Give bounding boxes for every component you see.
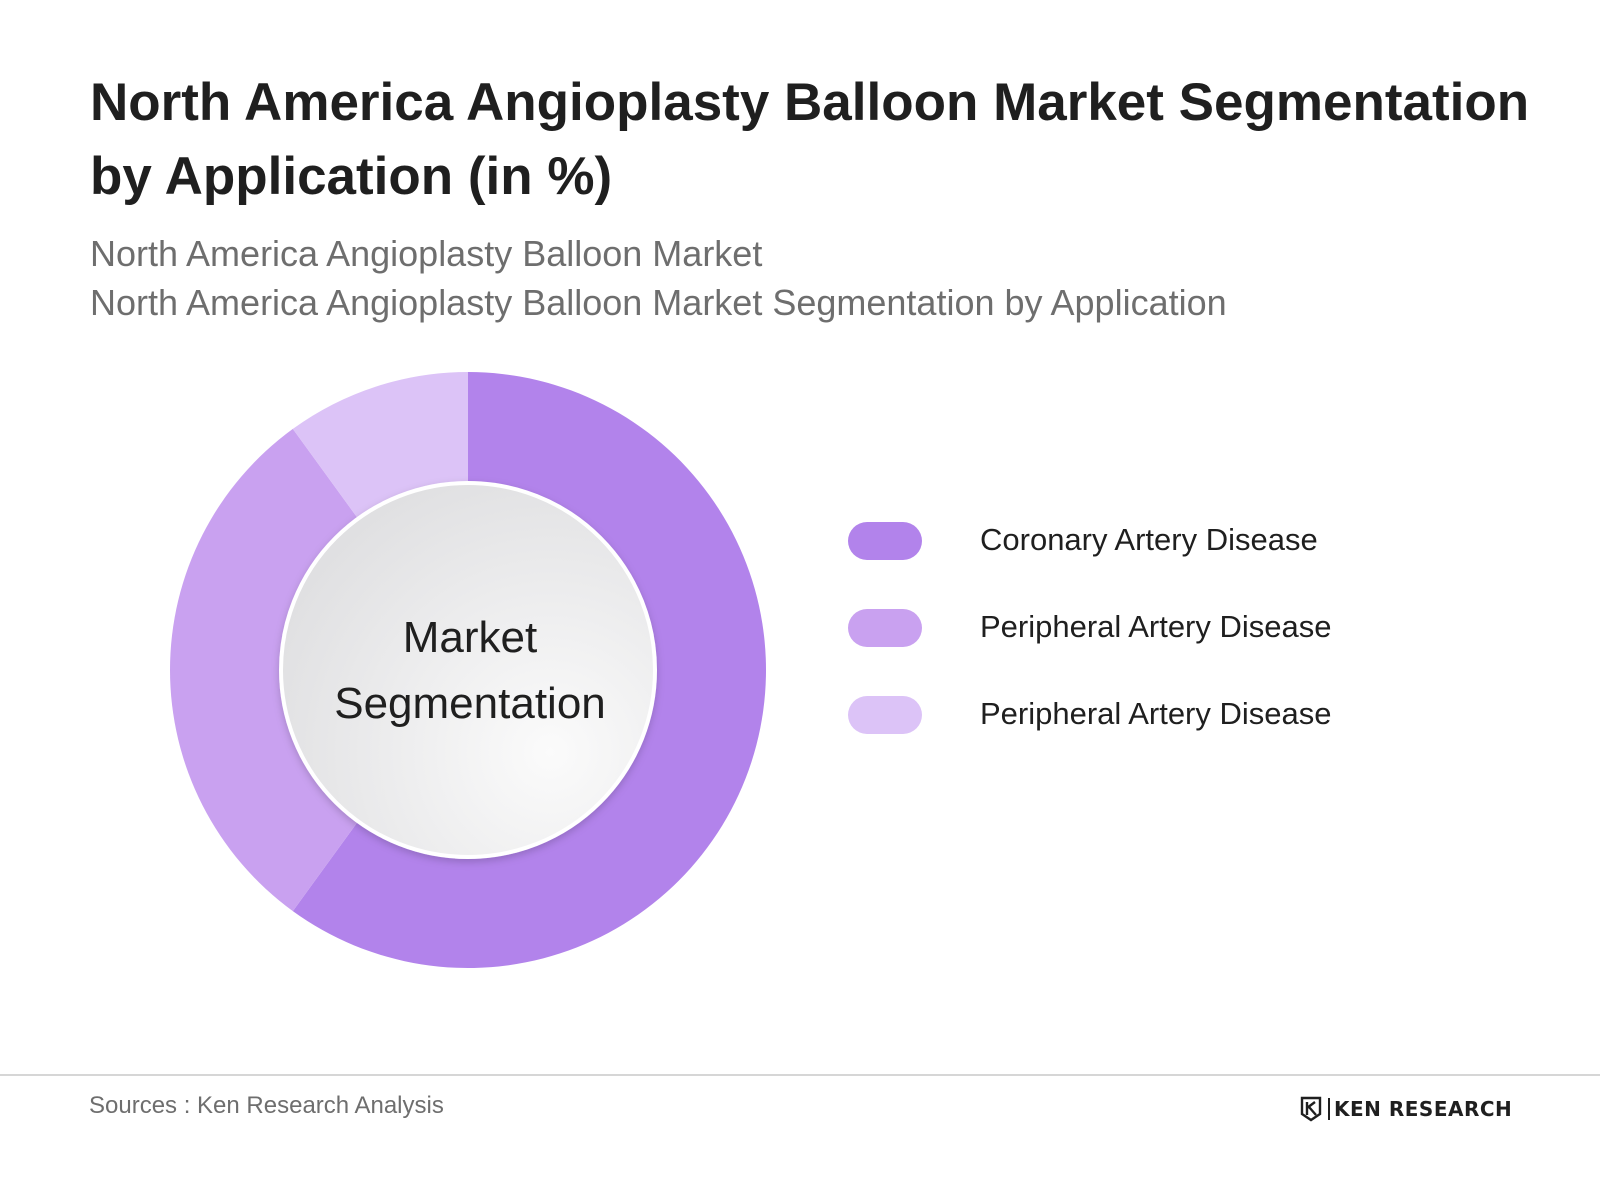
logo-text: KEN RESEARCH xyxy=(1334,1097,1513,1121)
chart-title: North America Angioplasty Balloon Market… xyxy=(90,73,1530,206)
chart-subtitle-2: North America Angioplasty Balloon Market… xyxy=(90,282,1227,323)
legend-swatch xyxy=(848,522,922,560)
donut-center-label: Market Segmentation xyxy=(290,605,650,737)
center-label-line-2: Segmentation xyxy=(334,679,606,728)
legend-label: Peripheral Artery Disease xyxy=(980,696,1332,731)
footer-divider xyxy=(0,1074,1600,1076)
ken-research-logo-icon xyxy=(1300,1096,1322,1122)
legend-label: Coronary Artery Disease xyxy=(980,522,1318,557)
donut-center-hub xyxy=(279,481,657,859)
legend-label: Peripheral Artery Disease xyxy=(980,609,1332,644)
chart-subtitle-1: North America Angioplasty Balloon Market xyxy=(90,233,763,274)
logo-separator xyxy=(1328,1098,1330,1120)
center-label-line-1: Market xyxy=(402,613,538,662)
ken-research-logo: KEN RESEARCH xyxy=(1300,1094,1512,1124)
sources-note: Sources : Ken Research Analysis xyxy=(89,1092,444,1119)
legend-swatch xyxy=(848,609,922,647)
legend-swatch xyxy=(848,696,922,734)
